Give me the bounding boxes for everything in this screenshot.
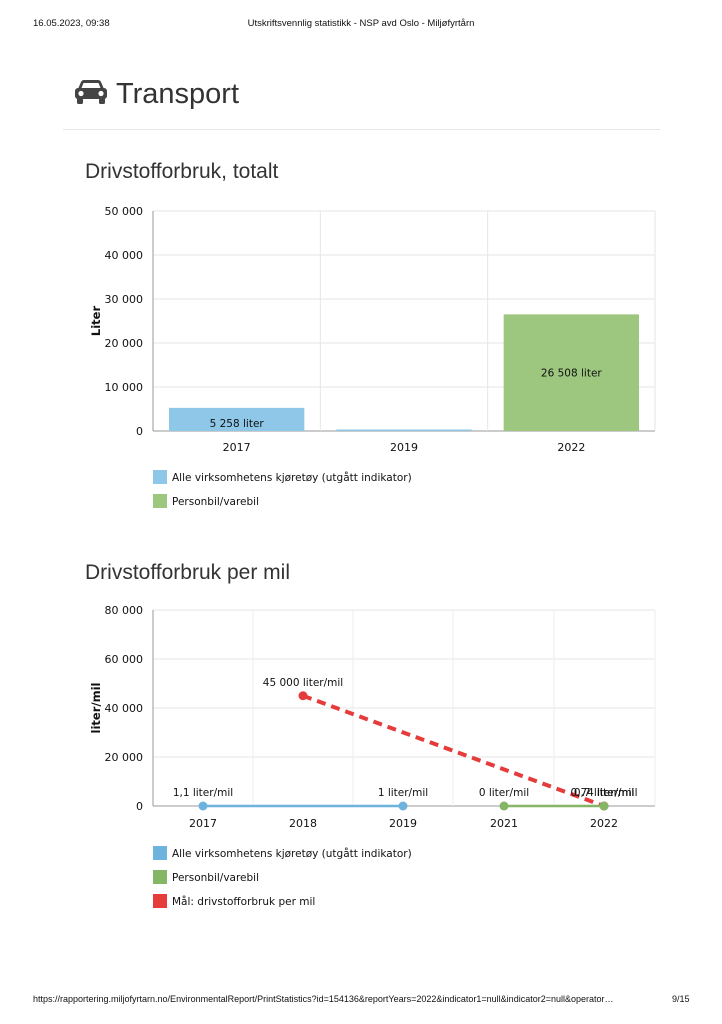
- print-document-title: Utskriftsvennlig statistikk - NSP avd Os…: [247, 18, 475, 29]
- y-tick-label: 60 000: [105, 653, 144, 666]
- legend-label: Personbil/varebil: [172, 872, 259, 884]
- point-data-label: 0,7 liter/mil: [574, 787, 634, 799]
- x-tick-label: 2022: [590, 817, 618, 830]
- legend-label: Mål: drivstofforbruk per mil: [172, 895, 315, 908]
- chart-title-per-mil: Drivstofforbruk per mil: [85, 561, 290, 584]
- legend-label: Alle virksomhetens kjøretøy (utgått indi…: [172, 847, 412, 860]
- point-data-label: 1 liter/mil: [378, 787, 428, 799]
- legend-swatch: [153, 870, 167, 884]
- bar: [503, 314, 639, 431]
- x-tick-label: 2017: [223, 441, 251, 454]
- point-data-label: 0 liter/mil: [479, 787, 529, 799]
- legend-swatch: [153, 470, 167, 484]
- section-title: Transport: [116, 78, 240, 110]
- chart-total-fuel: 0 10 000 20 000 30 000 40 000 50 000 Liter 2017…: [89, 205, 656, 508]
- y-tick-label: 40 000: [105, 702, 144, 715]
- y-tick-label: 0: [136, 800, 143, 813]
- legend-swatch: [153, 894, 167, 908]
- y-tick-label: 10 000: [105, 381, 144, 394]
- legend-label: Personbil/varebil: [172, 496, 259, 508]
- data-point: [599, 801, 609, 811]
- bar-data-label: 5 258 liter: [210, 418, 265, 430]
- target-series-line: [302, 693, 605, 808]
- bar: [336, 429, 472, 431]
- y-axis-title: liter/mil: [89, 683, 103, 734]
- y-tick-label: 80 000: [105, 604, 144, 617]
- y-tick-label: 20 000: [105, 751, 144, 764]
- legend-swatch: [153, 846, 167, 860]
- y-tick-label: 40 000: [105, 249, 144, 262]
- x-tick-label: 2019: [389, 817, 417, 830]
- x-tick-label: 2017: [189, 817, 217, 830]
- y-tick-label: 50 000: [105, 205, 144, 218]
- y-tick-label: 0: [136, 425, 143, 438]
- chart-title-total: Drivstofforbruk, totalt: [85, 160, 279, 183]
- car-icon: [74, 78, 108, 111]
- section-divider: [63, 129, 660, 130]
- point-data-label: 45 000 liter/mil: [263, 677, 343, 689]
- data-point: [198, 801, 208, 811]
- data-point: [298, 691, 308, 701]
- section-heading: Transport: [74, 78, 239, 111]
- point-data-label: 1,1 liter/mil: [173, 787, 233, 799]
- y-tick-label: 30 000: [105, 293, 144, 306]
- y-axis-title: Liter: [89, 306, 103, 337]
- point-data-label: 0,74 liter/mil: [570, 787, 637, 799]
- x-tick-label: 2018: [289, 817, 317, 830]
- x-tick-label: 2019: [390, 441, 418, 454]
- print-datetime: 16.05.2023, 09:38: [33, 18, 110, 29]
- data-point: [499, 801, 509, 811]
- legend-label: Alle virksomhetens kjøretøy (utgått indi…: [172, 471, 412, 484]
- footer-page-number: 9/15: [672, 994, 690, 1004]
- bar: [169, 407, 305, 431]
- chart-fuel-per-mil: 0 20 000 40 000 60 000 80 000 liter/mil 2017 20…: [89, 604, 656, 908]
- data-point: [398, 801, 408, 811]
- x-tick-label: 2022: [557, 441, 585, 454]
- y-tick-label: 20 000: [105, 337, 144, 350]
- footer-url: https://rapportering.miljofyrtarn.no/Env…: [33, 994, 614, 1004]
- legend-swatch: [153, 494, 167, 508]
- x-tick-label: 2021: [490, 817, 518, 830]
- bar-data-label: 26 508 liter: [541, 368, 602, 380]
